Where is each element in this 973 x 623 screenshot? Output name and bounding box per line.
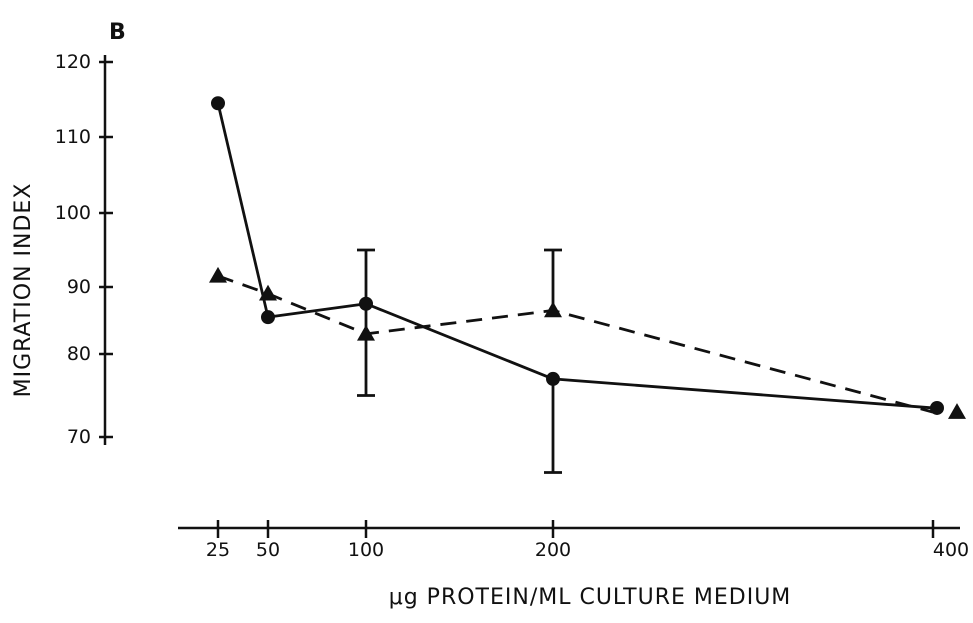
series-layer [209,96,966,474]
axes [99,55,960,538]
data-point-circle [546,371,560,386]
y-tick-label: 110 [55,126,91,148]
data-point-triangle [544,301,562,318]
y-tick-label: 80 [67,343,91,365]
x-tick-label: 25 [206,539,230,561]
series-line-solid [216,102,934,410]
y-tick-label: 70 [67,426,91,448]
x-tick-label: 50 [256,539,280,561]
tick-labels: 70 80 90 100 110 120 25 50 100 200 400 [55,51,969,561]
data-point-triangle [357,324,375,341]
y-axis-title: MIGRATION INDEX [11,183,36,398]
panel-letter: B [109,20,126,45]
data-point-triangle [209,266,227,283]
data-point-circle [359,296,373,311]
y-tick-label: 100 [55,202,91,224]
y-tick-label: 120 [55,51,91,73]
data-point-triangle [259,284,277,301]
y-tick-label: 90 [67,276,91,298]
data-point-circle [211,96,225,111]
x-axis-title: μg PROTEIN/ML CULTURE MEDIUM [389,585,792,610]
data-point-circle [261,310,275,325]
x-tick-label: 200 [535,539,571,561]
data-point-triangle [948,403,966,419]
x-tick-label: 100 [348,539,384,561]
data-point-circle [930,400,944,415]
series-line-dashed [217,274,934,414]
x-tick-label: 400 [933,539,969,561]
